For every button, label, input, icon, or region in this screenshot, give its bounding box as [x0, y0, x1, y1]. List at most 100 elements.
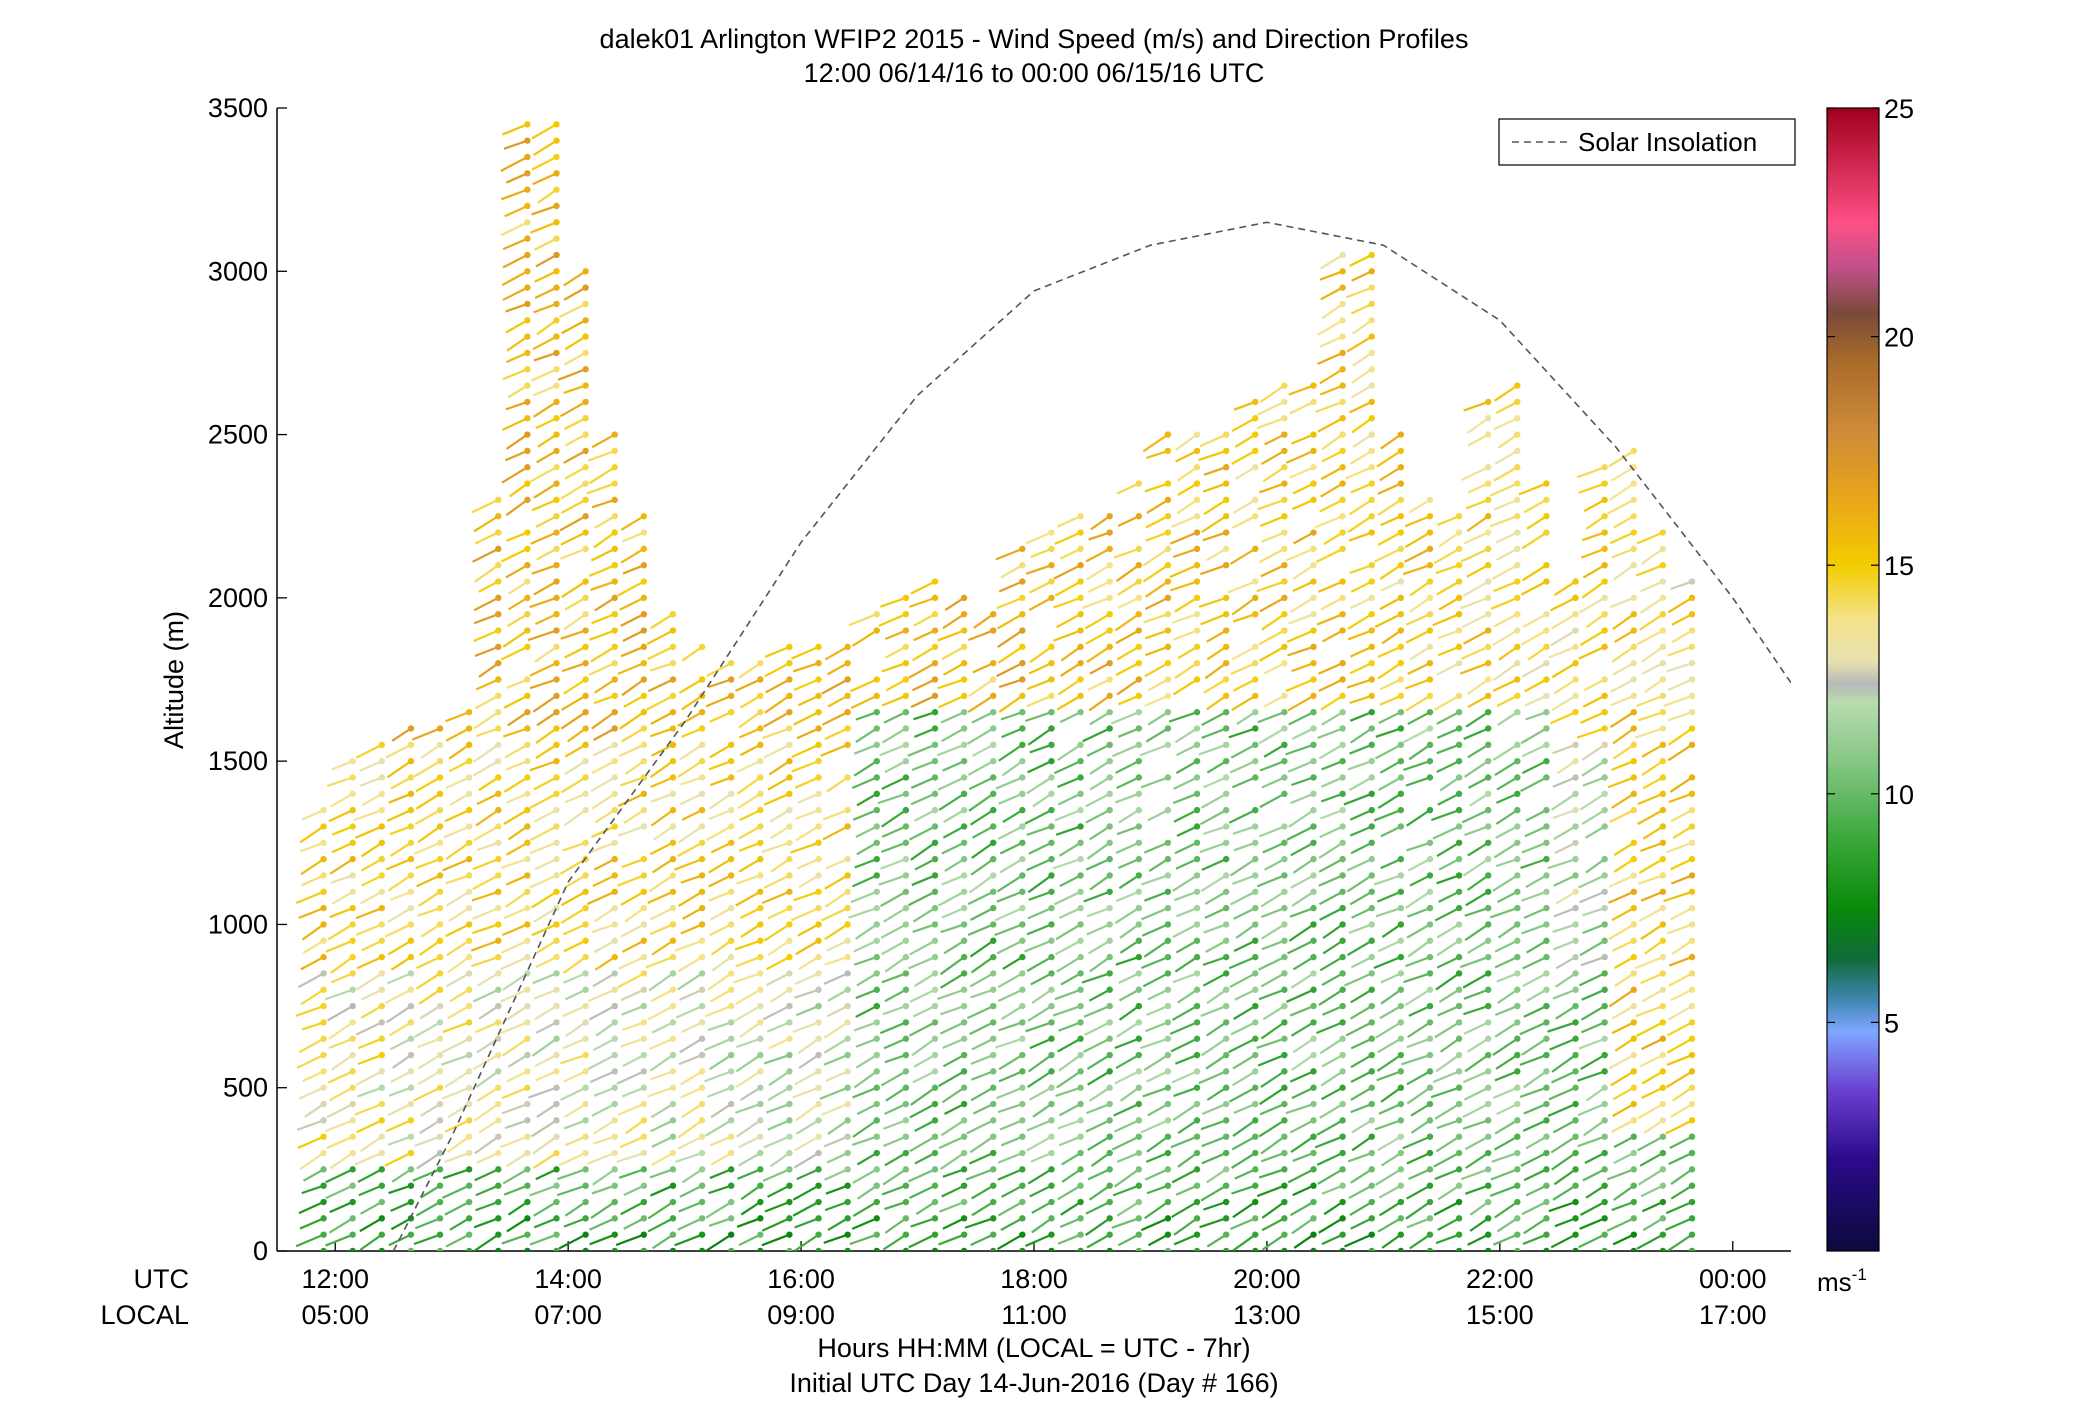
wind-point [1426, 545, 1434, 553]
wind-vector [1029, 645, 1053, 664]
wind-point [1106, 529, 1113, 536]
wind-vector [738, 841, 761, 852]
wind-point [1601, 986, 1608, 993]
wind-point [1019, 855, 1026, 863]
wind-vector [1496, 1103, 1518, 1116]
wind-vector [475, 678, 499, 691]
wind-point [1281, 594, 1288, 602]
wind-point [495, 1133, 502, 1140]
wind-point [1397, 1182, 1405, 1189]
wind-vector [677, 1135, 703, 1150]
wind-point [495, 806, 502, 814]
wind-vector [708, 678, 732, 689]
wind-point [873, 1149, 880, 1157]
wind-point [582, 496, 589, 504]
wind-vector [1614, 1037, 1635, 1052]
wind-point [1543, 513, 1550, 520]
wind-point [1397, 1133, 1405, 1140]
wind-vector [763, 792, 790, 806]
wind-vector [1231, 449, 1256, 465]
wind-point [465, 953, 473, 961]
wind-point [1688, 1068, 1696, 1075]
wind-point [990, 904, 997, 912]
wind-vector [360, 841, 383, 858]
wind-vector [1177, 988, 1198, 1004]
wind-point [873, 1051, 880, 1059]
wind-point [1455, 1051, 1463, 1059]
wind-point [1048, 790, 1055, 797]
wind-vector [1434, 1021, 1460, 1039]
wind-vector [878, 613, 907, 627]
wind-vector [1056, 956, 1082, 973]
wind-vector [416, 956, 441, 970]
wind-point [524, 1198, 531, 1206]
wind-vector [1642, 825, 1664, 840]
wind-point [1222, 496, 1230, 504]
wind-point [1135, 757, 1143, 765]
wind-vector [1459, 662, 1489, 675]
wind-vector [472, 760, 499, 777]
wind-point [1688, 806, 1696, 814]
wind-vector [823, 1021, 849, 1039]
wind-point [1514, 1019, 1521, 1026]
wind-vector [622, 1054, 645, 1068]
wind-point [1281, 741, 1288, 749]
wind-vector [1172, 972, 1198, 984]
wind-vector [649, 1070, 674, 1081]
wind-point [524, 186, 531, 193]
wind-point [582, 921, 589, 928]
wind-point [1397, 790, 1405, 797]
wind-vector [1489, 515, 1518, 528]
y-tick-label: 3500 [208, 93, 268, 123]
wind-point [1164, 1084, 1172, 1091]
wind-vector [1631, 1249, 1634, 1251]
wind-point [1339, 545, 1346, 553]
wind-point [1426, 1198, 1434, 1206]
wind-point [1426, 578, 1434, 585]
wind-point [1426, 1215, 1434, 1222]
wind-point [1193, 986, 1201, 993]
wind-point [1106, 513, 1113, 520]
wind-vector [1350, 384, 1373, 399]
wind-vector [645, 956, 674, 969]
wind-point [960, 1084, 968, 1091]
wind-vector [1582, 531, 1606, 542]
wind-point [669, 627, 677, 634]
wind-vector [1611, 1005, 1635, 1020]
wind-point [844, 741, 851, 749]
wind-point [1193, 904, 1201, 912]
wind-point [873, 741, 880, 749]
wind-point [1193, 610, 1201, 618]
wind-point [582, 937, 589, 944]
wind-vector [1263, 694, 1285, 708]
wind-point [524, 382, 531, 389]
wind-vector [1172, 1103, 1198, 1122]
wind-vector [1258, 1168, 1285, 1179]
wind-point [1543, 1231, 1550, 1238]
wind-point [611, 839, 618, 846]
wind-point [378, 1117, 386, 1124]
wind-point [611, 1019, 618, 1026]
wind-vector [1176, 743, 1198, 757]
wind-point [1688, 1182, 1696, 1189]
wind-vector [1117, 727, 1140, 738]
wind-point [1485, 1215, 1492, 1222]
wind-vector [1670, 1168, 1693, 1185]
wind-point [844, 953, 851, 961]
wind-vector [1641, 645, 1664, 663]
wind-point [1397, 1084, 1405, 1091]
wind-vector [505, 319, 528, 334]
wind-point [553, 170, 560, 177]
wind-vector [1089, 874, 1111, 891]
wind-point [1455, 594, 1463, 602]
wind-vector [473, 596, 499, 612]
wind-vector [998, 1021, 1023, 1032]
wind-vector [1644, 678, 1664, 694]
wind-vector [794, 1217, 819, 1229]
wind-vector [969, 1021, 994, 1036]
wind-vector [1289, 400, 1314, 415]
wind-vector [885, 629, 907, 641]
wind-vector [1579, 629, 1606, 647]
wind-vector [500, 156, 528, 172]
wind-vector [1002, 956, 1023, 970]
